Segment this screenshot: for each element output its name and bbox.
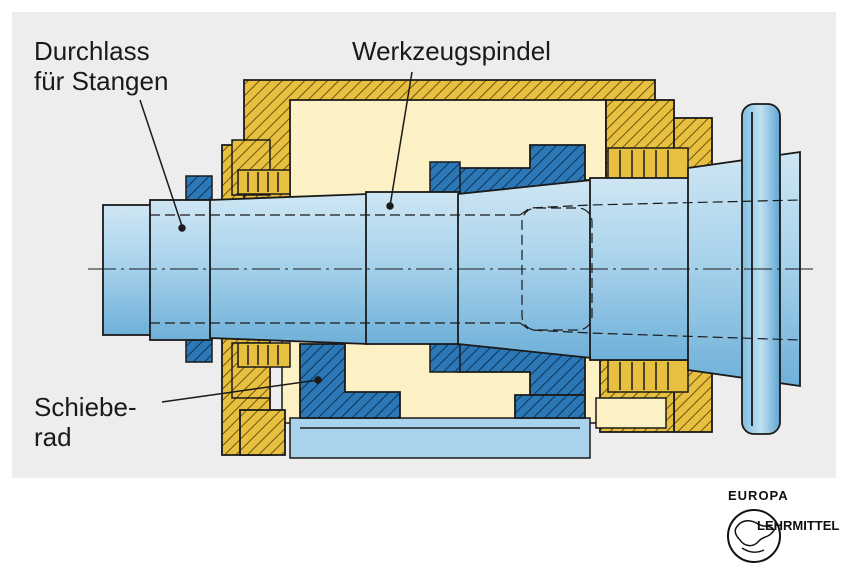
lower-shaft bbox=[289, 417, 591, 459]
logo-side-text: LEHRMITTEL bbox=[757, 518, 840, 533]
gear-label-line2: rad bbox=[34, 422, 72, 452]
europa-lehrmittel-logo bbox=[727, 509, 781, 563]
passage-label-line1: Durchlass bbox=[34, 36, 150, 66]
collars bbox=[185, 161, 461, 373]
spindle-label: Werkzeugspindel bbox=[352, 36, 551, 66]
leader-lines bbox=[139, 71, 413, 403]
gear-label-line1: Schiebe- bbox=[34, 392, 137, 422]
right-bearing bbox=[595, 147, 689, 429]
logo-top-text: EUROPA bbox=[728, 488, 789, 503]
passage-label-line2: für Stangen bbox=[34, 66, 169, 96]
left-bearing bbox=[231, 139, 291, 399]
